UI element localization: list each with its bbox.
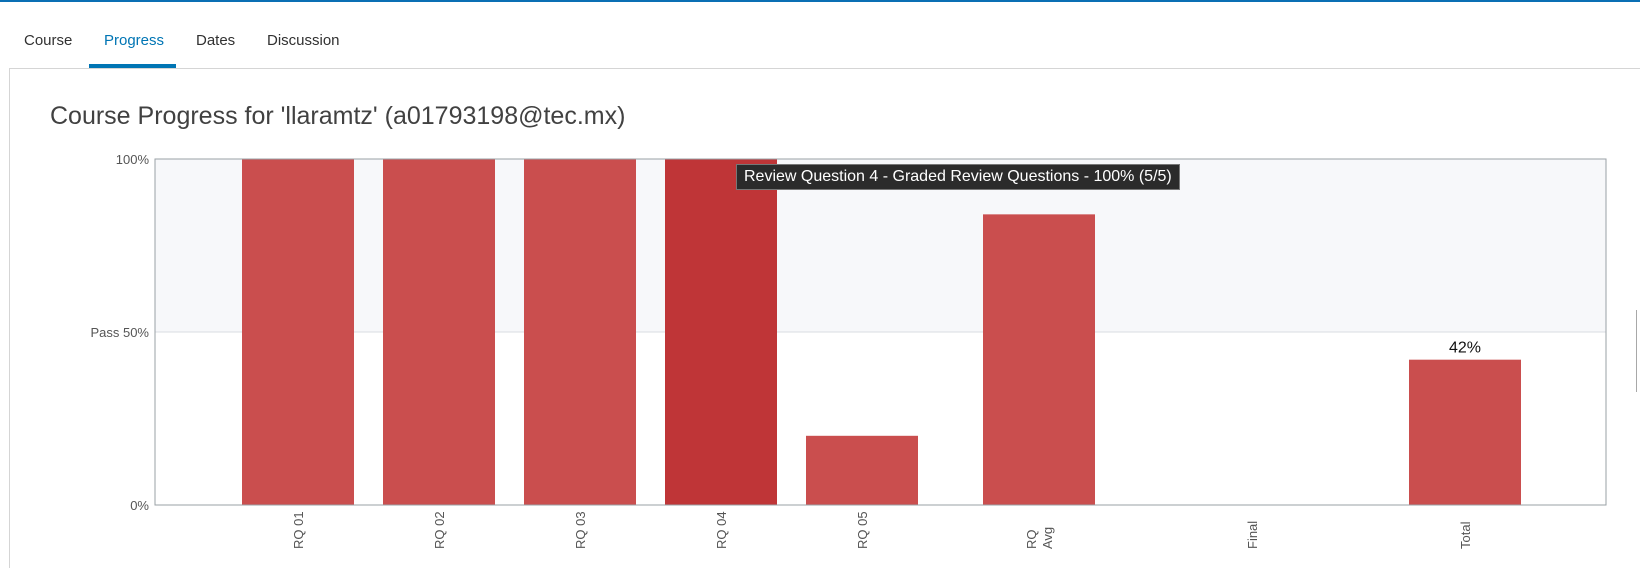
x-tick-label: RQ 01 (291, 511, 306, 549)
tab-course[interactable]: Course (24, 32, 73, 49)
course-tabs: Course Progress Dates Discussion (0, 2, 1640, 68)
bar-rq-01[interactable] (242, 159, 354, 505)
tab-dates[interactable]: Dates (196, 32, 236, 49)
scroll-edge-marker (1636, 310, 1640, 392)
tab-progress[interactable]: Progress (104, 32, 165, 49)
plot-border (154, 158, 1607, 506)
x-tick-label: RQ 05 (855, 511, 870, 549)
bar-rq-avg[interactable] (983, 214, 1095, 506)
y-tick-label: 100% (116, 152, 150, 167)
bar-rq-04[interactable] (665, 159, 777, 505)
top-accent-line (0, 0, 1640, 2)
x-tick-label: RQ 04 (714, 511, 729, 549)
page-title: Course Progress for 'llaramtz' (a0179319… (50, 102, 626, 130)
tab-discussion[interactable]: Discussion (267, 32, 340, 49)
x-tick-label: RQ 02 (432, 511, 447, 549)
progress-chart: RQ 01 RQ 02 RQ 03 RQ 04 RQ 05 RQAvg Final Total… (90, 152, 1607, 549)
data-label: 42% (1449, 340, 1481, 357)
bar-rq-05[interactable] (806, 435, 918, 505)
bar-rq-02[interactable] (383, 159, 495, 505)
bar-tooltip: Review Question 4 - Graded Review Questi… (736, 164, 1180, 190)
y-tick-label: Pass 50% (90, 325, 149, 340)
bar-total[interactable] (1409, 359, 1521, 505)
progress-panel (9, 68, 1640, 568)
x-tick-label: Total (1458, 521, 1473, 549)
y-tick-label: 0% (130, 498, 149, 513)
bar-rq-03[interactable] (524, 159, 636, 505)
active-tab-indicator (89, 64, 176, 68)
x-tick-label: Final (1245, 521, 1260, 549)
x-tick-label: RQ 03 (573, 511, 588, 549)
x-tick-label: RQAvg (1024, 527, 1055, 549)
